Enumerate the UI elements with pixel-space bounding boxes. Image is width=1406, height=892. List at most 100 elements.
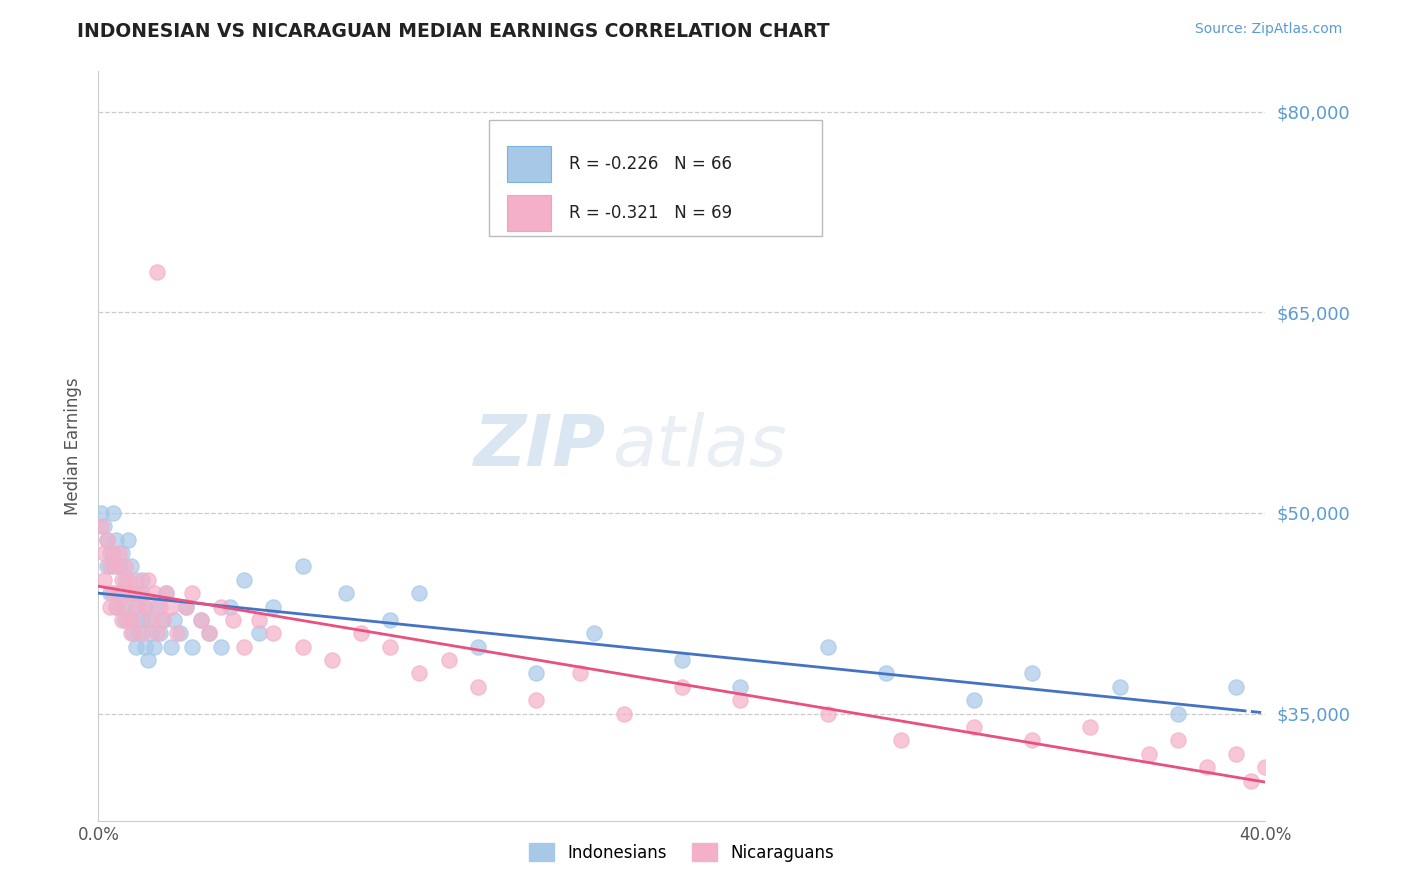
Point [111,546,134,560]
Point [1240,773,1263,788]
Legend: Indonesians, Nicaraguans: Indonesians, Nicaraguans [523,837,841,869]
Text: INDONESIAN VS NICARAGUAN MEDIAN EARNINGS CORRELATION CHART: INDONESIAN VS NICARAGUAN MEDIAN EARNINGS… [77,22,830,41]
Point [1021,733,1043,747]
Point [262,599,284,614]
Point [128,599,150,614]
Point [180,640,202,654]
Point [1021,666,1043,681]
Point [90,519,112,533]
Point [108,559,131,574]
Point [1137,747,1160,761]
Point [380,640,402,654]
Point [817,640,839,654]
Point [247,613,270,627]
Point [120,559,142,574]
Point [93,546,115,560]
Text: Source: ZipAtlas.com: Source: ZipAtlas.com [1195,22,1343,37]
Bar [508,195,551,231]
Bar [508,146,551,182]
Point [122,613,145,627]
Point [101,506,124,520]
Point [104,533,127,547]
Point [114,573,136,587]
Point [233,573,256,587]
Point [262,626,284,640]
Point [190,613,212,627]
Point [875,666,897,681]
Point [1254,760,1277,774]
Point [169,626,191,640]
Point [146,626,169,640]
Point [817,706,839,721]
Point [101,546,124,560]
Point [108,586,131,600]
Point [142,640,165,654]
Point [583,626,606,640]
Point [96,559,118,574]
Point [408,586,430,600]
Point [671,680,693,694]
Point [612,706,634,721]
Point [291,640,314,654]
Point [131,586,153,600]
Point [108,546,131,560]
Point [134,640,156,654]
Point [190,613,212,627]
Point [467,680,489,694]
Point [134,599,156,614]
Point [122,586,145,600]
Point [104,599,127,614]
Point [136,573,159,587]
Point [101,559,124,574]
Point [93,573,115,587]
Text: R = -0.226   N = 66: R = -0.226 N = 66 [568,155,731,173]
Point [98,559,121,574]
Point [142,586,165,600]
Point [125,640,148,654]
Point [962,693,984,707]
Point [111,573,134,587]
Point [131,613,153,627]
Point [146,265,169,279]
Point [101,586,124,600]
Point [247,626,270,640]
Point [146,599,169,614]
Point [114,599,136,614]
FancyBboxPatch shape [489,120,823,236]
Point [104,599,127,614]
Point [114,613,136,627]
Point [524,666,547,681]
Point [98,599,121,614]
Point [136,613,159,627]
Point [114,559,136,574]
Point [1167,706,1189,721]
Point [166,626,188,640]
Point [160,640,183,654]
Point [125,573,148,587]
Point [117,533,139,547]
Point [128,586,150,600]
Point [139,613,162,627]
Point [139,626,162,640]
Point [155,586,177,600]
Point [209,640,232,654]
Text: ZIP: ZIP [474,411,606,481]
Point [96,533,118,547]
Point [98,586,121,600]
Point [671,653,693,667]
Point [198,626,221,640]
Point [120,586,142,600]
Point [90,506,112,520]
Point [180,586,202,600]
Text: atlas: atlas [612,411,786,481]
Point [730,693,752,707]
Point [122,586,145,600]
Point [350,626,373,640]
Point [125,599,148,614]
Point [1108,680,1130,694]
Point [152,613,174,627]
Point [131,626,153,640]
Point [111,613,134,627]
Point [93,519,115,533]
Point [524,693,547,707]
